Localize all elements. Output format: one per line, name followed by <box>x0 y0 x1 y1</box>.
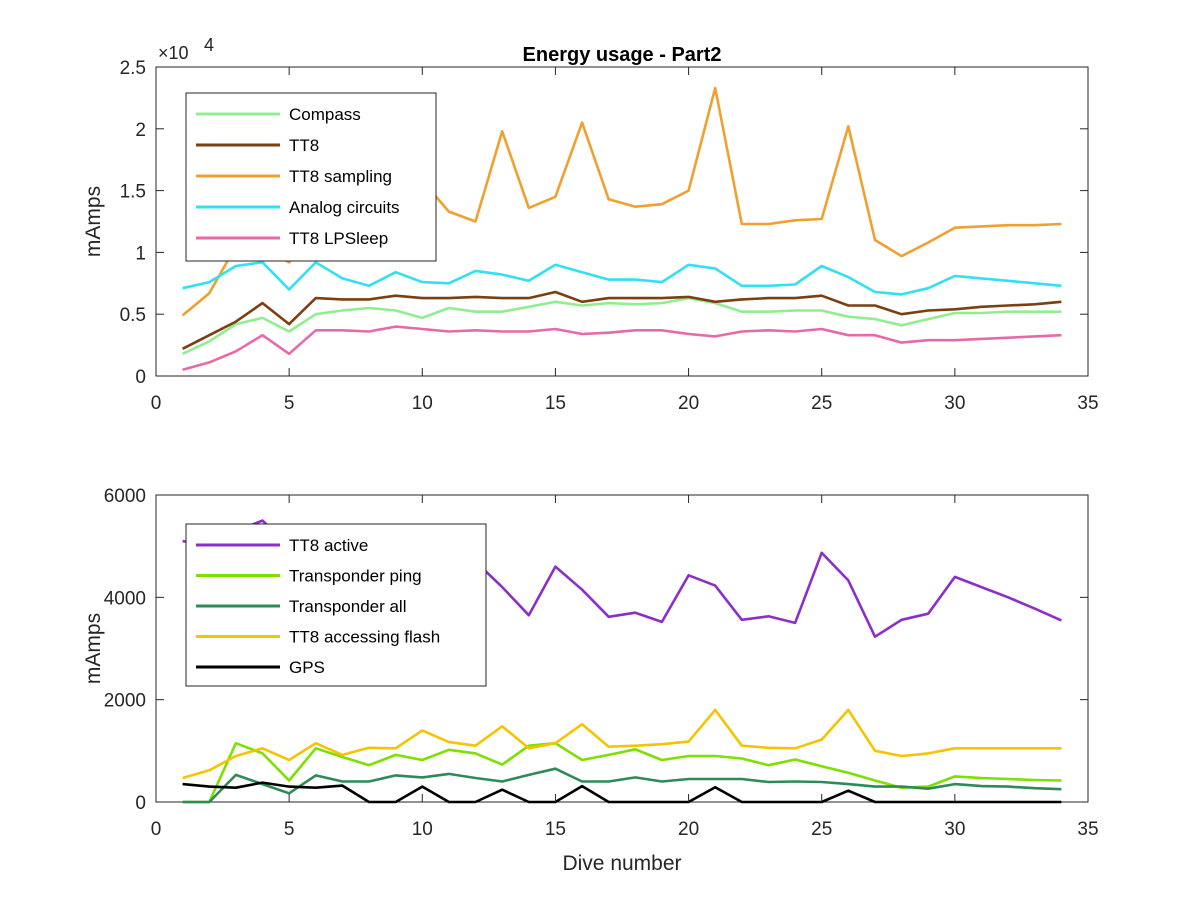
y-axis-exponent-power: 4 <box>204 35 214 55</box>
y-tick-label: 2000 <box>104 691 146 712</box>
top-chart: 0 5 10 15 20 25 30 35 0 0.5 1 1.5 2 2.5 mAmps Energy us… <box>82 35 1099 414</box>
legend-label-transponder-ping: Transponder ping <box>289 567 422 586</box>
x-axis-label: Dive number <box>562 852 681 875</box>
x-tick-label: 25 <box>811 819 832 840</box>
y-tick-label: 2.5 <box>120 58 146 79</box>
x-tick-label: 20 <box>678 819 699 840</box>
y-axis-label: mAmps <box>82 613 105 684</box>
legend-label-tt8-accessing-flash: TT8 accessing flash <box>289 628 440 647</box>
x-tick-label: 30 <box>944 819 965 840</box>
y-tick-label: 1 <box>135 243 146 264</box>
chart-title: Energy usage - Part2 <box>523 44 722 66</box>
y-tick-label: 2 <box>135 120 146 141</box>
legend-label-compass: Compass <box>289 105 361 124</box>
x-tick-label: 35 <box>1077 393 1098 414</box>
legend-label-tt8-sampling: TT8 sampling <box>289 167 392 186</box>
legend-label-gps: GPS <box>289 658 325 677</box>
x-tick-label: 10 <box>412 819 433 840</box>
x-tick-label: 10 <box>412 393 433 414</box>
legend-label-tt8: TT8 <box>289 136 319 155</box>
y-axis-label: mAmps <box>82 186 105 257</box>
series-line-tt8-accessing-flash <box>182 708 1062 780</box>
legend-label-tt8-active: TT8 active <box>289 536 368 555</box>
x-tick-label: 15 <box>545 393 566 414</box>
series-line-analog-circuits <box>182 260 1062 296</box>
series-line-compass <box>182 296 1062 355</box>
legend-label-tt8-lpsleep: TT8 LPSleep <box>289 229 388 248</box>
x-tick-label: 5 <box>284 393 295 414</box>
legend-label-transponder-all: Transponder all <box>289 597 407 616</box>
y-axis-exponent: ×10 <box>158 43 189 63</box>
x-tick-label: 35 <box>1077 819 1098 840</box>
x-tick-label: 20 <box>678 393 699 414</box>
x-tick-label: 15 <box>545 819 566 840</box>
x-tick-label: 25 <box>811 393 832 414</box>
x-tick-label: 5 <box>284 819 295 840</box>
y-tick-label: 0 <box>135 367 146 388</box>
legend-label-analog-circuits: Analog circuits <box>289 198 400 217</box>
y-tick-label: 0 <box>135 793 146 814</box>
y-tick-label: 0.5 <box>120 305 146 326</box>
y-tick-label: 4000 <box>104 588 146 609</box>
series-line-tt8-lpsleep <box>182 325 1062 372</box>
x-tick-label: 0 <box>151 819 162 840</box>
series-line-gps <box>182 781 1062 804</box>
y-tick-label: 1.5 <box>120 182 146 203</box>
legend: TT8 active Transponder ping Transponder al… <box>185 523 487 687</box>
x-tick-label: 30 <box>944 393 965 414</box>
y-tick-label: 6000 <box>104 486 146 507</box>
series-line-transponder-all <box>182 767 1062 804</box>
x-tick-label: 0 <box>151 393 162 414</box>
series-line-tt8 <box>182 290 1062 350</box>
legend: Compass TT8 TT8 sampling Analog circuits TT8… <box>185 92 437 262</box>
bottom-chart: 0 5 10 15 20 25 30 35 0 2000 4000 6000 mAmps Dive num… <box>82 486 1099 875</box>
